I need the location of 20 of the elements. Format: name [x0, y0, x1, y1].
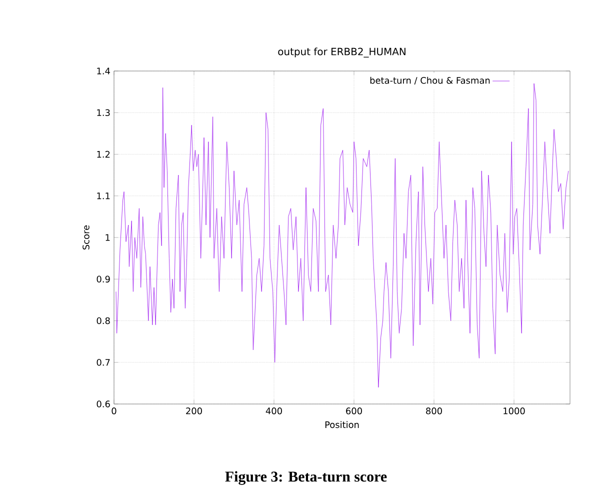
y-tick-label: 1.4 — [97, 68, 110, 74]
x-tick-label: 600 — [346, 408, 362, 414]
x-axis-title: Position — [325, 421, 359, 428]
x-tick-label: 800 — [426, 408, 442, 414]
x-tick-label: 1000 — [504, 408, 525, 414]
x-tick-label: 0 — [112, 408, 116, 414]
x-tick-label: 400 — [266, 408, 282, 414]
y-tick-label: 1.2 — [97, 150, 110, 158]
y-tick-label: 1 — [106, 234, 110, 241]
y-axis-title: Score — [82, 225, 90, 250]
y-tick-label: 1.1 — [97, 192, 110, 200]
y-tick-label: 1.3 — [97, 109, 110, 116]
y-tick-label: 0.9 — [96, 276, 110, 283]
legend-label: beta-turn / Chou & Fasman — [370, 76, 490, 84]
y-tick-label: 0.8 — [96, 317, 110, 324]
x-tick-label: 200 — [186, 408, 202, 414]
y-tick-label: 0.7 — [96, 358, 110, 366]
y-tick-label: 0.6 — [96, 400, 110, 408]
text: Figure 3: Beta-turn score — [225, 471, 387, 485]
chart-title: output for ERBB2_HUMAN — [278, 48, 406, 58]
